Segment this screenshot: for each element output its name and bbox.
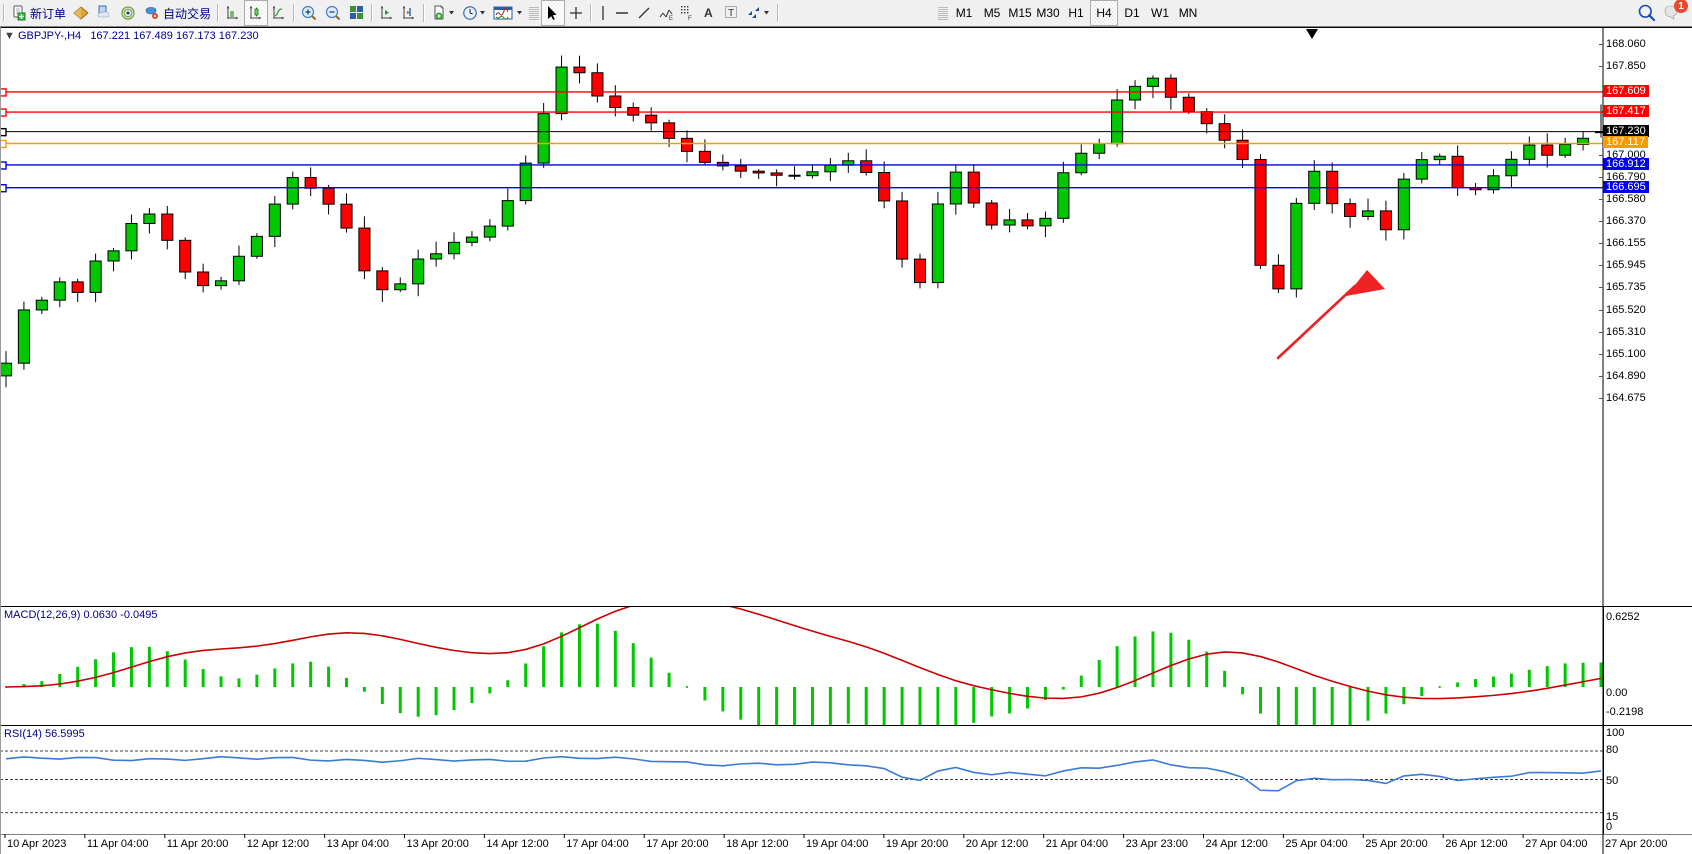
- svg-text:F: F: [688, 16, 692, 21]
- svg-text:E: E: [669, 16, 673, 21]
- svg-text:A: A: [704, 6, 713, 20]
- svg-text:T: T: [728, 8, 734, 19]
